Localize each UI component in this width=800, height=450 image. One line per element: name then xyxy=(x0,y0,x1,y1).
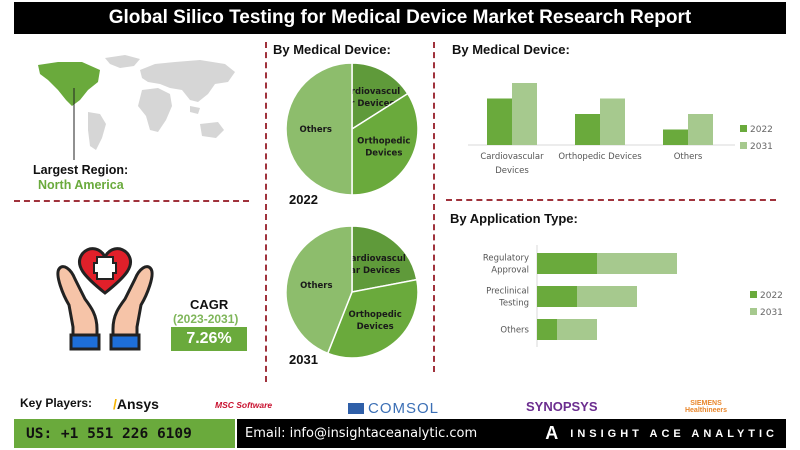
x-tick-label: Others xyxy=(674,152,703,162)
bar-chart-medical-device: Cardiovascular Devices Orthopedic Devices O… xyxy=(468,83,773,176)
divider-vertical-right xyxy=(433,42,435,372)
brand-text: INSIGHT ACE ANALYTIC xyxy=(570,427,778,440)
healthcare-hands-icon xyxy=(56,247,154,351)
eurasia-shape xyxy=(140,60,235,102)
cagr-range: (2023-2031) xyxy=(173,312,239,326)
logo-ansys: /Ansys xyxy=(113,396,159,412)
hbar-2031-0 xyxy=(597,253,677,274)
hbar-2031-1 xyxy=(577,286,637,307)
hbar-chart-title: By Application Type: xyxy=(450,211,578,226)
pie-label: Orthopedic Devices xyxy=(357,136,410,158)
pie-label: Cardiovascul ar Devices xyxy=(339,87,400,109)
hbar-2022-2 xyxy=(537,319,557,340)
largest-region-value: North America xyxy=(38,178,124,192)
south-america-shape xyxy=(88,112,106,150)
y-tick-label: Preclinical Testing xyxy=(486,287,529,309)
pie-slice-orthopedic-devices xyxy=(351,92,419,196)
pie-slice-orthopedic-devices xyxy=(326,278,419,359)
pie-section-title: By Medical Device: xyxy=(273,42,391,57)
brand-name: A INSIGHT ACE ANALYTIC xyxy=(545,419,778,448)
pie-year-2022: 2022 xyxy=(289,192,318,207)
pie-chart-2031: Cardiovascul ar Devices Orthopedic Devices O… xyxy=(285,225,419,359)
hbar-2022-1 xyxy=(537,286,577,307)
pie-slice-cardiovascular-devices xyxy=(351,225,418,293)
africa-shape xyxy=(138,88,172,132)
australia-shape xyxy=(200,122,224,138)
bar-chart-title: By Medical Device: xyxy=(452,42,570,57)
largest-region-label: Largest Region: xyxy=(33,163,129,177)
bar-chart-application-type: Regulatory Approval Preclinical Testing Othe… xyxy=(483,245,783,347)
logo-msc-software: MSC Software xyxy=(215,400,273,410)
legend-label-2031: 2031 xyxy=(750,142,773,152)
footer-bar: Email: info@insightaceanalytic.com A INS… xyxy=(237,419,786,448)
hbar-legend-label-2022: 2022 xyxy=(760,291,783,301)
pie-slice-others xyxy=(285,62,353,196)
hbar-legend-swatch-2022 xyxy=(750,291,757,298)
hbar-legend-label-2031: 2031 xyxy=(760,308,783,318)
hbar-legend-swatch-2031 xyxy=(750,308,757,315)
logo-siemens-healthineers: SIEMENS Healthineers xyxy=(684,400,728,414)
pie-slice-cardiovascular-devices xyxy=(351,62,409,131)
x-tick-label: Orthopedic Devices xyxy=(558,152,642,162)
phone-number: US: +1 551 226 6109 xyxy=(14,419,235,448)
divider-vertical-left xyxy=(265,42,267,382)
email-address: Email: info@insightaceanalytic.com xyxy=(245,426,478,441)
bar-2031-0 xyxy=(512,83,537,145)
pie-label: Cardiovascul ar Devices xyxy=(344,254,405,276)
pie-chart-2022: Cardiovascul ar Devices Orthopedic Devices O… xyxy=(285,62,419,196)
brand-logo-icon: A xyxy=(545,423,559,443)
y-tick-label: Regulatory Approval xyxy=(483,254,529,276)
divider-horizontal-right xyxy=(446,199,776,201)
bar-2031-1 xyxy=(600,98,625,145)
legend-swatch-2022 xyxy=(740,125,747,132)
bar-2031-2 xyxy=(688,114,713,145)
hbar-2031-2 xyxy=(557,319,597,340)
bar-2022-0 xyxy=(487,98,512,145)
world-map xyxy=(38,55,235,160)
cagr-title: CAGR xyxy=(190,297,229,312)
north-america-highlight xyxy=(38,62,100,106)
pie-label: Others xyxy=(300,125,332,135)
y-tick-label: Others xyxy=(500,326,529,336)
legend-label-2022: 2022 xyxy=(750,125,773,135)
pie-label: Orthopedic Devices xyxy=(349,310,402,332)
logo-synopsys: SYNOPSYS xyxy=(526,399,598,414)
hbar-2022-0 xyxy=(537,253,597,274)
legend-swatch-2031 xyxy=(740,142,747,149)
cagr-value: 7.26% xyxy=(171,327,247,351)
x-tick-label: Cardiovascular Devices xyxy=(480,152,544,176)
bar-2022-1 xyxy=(575,114,600,145)
pie-label: Others xyxy=(300,281,332,291)
bar-2022-2 xyxy=(663,129,688,145)
pie-slice-others xyxy=(285,225,353,355)
logo-comsol: COMSOL xyxy=(348,400,439,417)
key-players-label: Key Players: xyxy=(20,396,93,410)
report-title: Global Silico Testing for Medical Device… xyxy=(14,2,786,34)
greenland-shape xyxy=(105,55,140,68)
pie-year-2031: 2031 xyxy=(289,352,318,367)
divider-horizontal-left xyxy=(14,200,249,202)
